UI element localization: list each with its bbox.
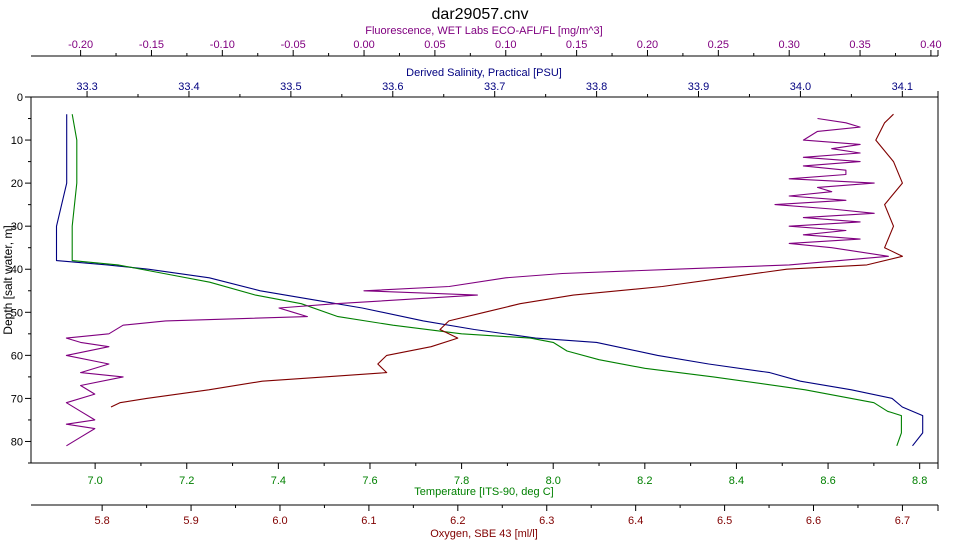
temperature-tick-label: 7.6 [362, 475, 377, 487]
depth-tick-label: 40 [11, 264, 23, 276]
depth-tick-label: 80 [11, 436, 23, 448]
depth-axis-label: Depth [salt water, m] [1, 225, 15, 334]
series-layer [55, 113, 924, 447]
depth-tick-label: 0 [17, 92, 23, 104]
oxygen-tick-label: 6.1 [361, 515, 376, 527]
salinity-tick-label: 33.4 [178, 81, 199, 93]
fluorescence-tick-label: 0.15 [566, 39, 587, 51]
fluorescence-axis-label: Fluorescence, WET Labs ECO-AFL/FL [mg/m^… [365, 25, 602, 37]
salinity-tick-label: 33.6 [382, 81, 403, 93]
temperature-profile-line [71, 114, 902, 446]
oxygen-tick-label: 6.5 [717, 515, 732, 527]
salinity-tick-label: 33.7 [484, 81, 505, 93]
temperature-tick-label: 7.0 [87, 475, 102, 487]
plot-frame [30, 96, 939, 464]
fluorescence-tick-label: -0.10 [210, 39, 235, 51]
temperature-tick-label: 7.4 [271, 475, 286, 487]
fluorescence-axis: -0.20 -0.15 -0.10 -0.05 0.00 0.05 0.10 0.15 0.20… [31, 39, 942, 57]
oxygen-tick-label: 6.4 [628, 515, 643, 527]
fluorescence-tick-label: 0.10 [495, 39, 516, 51]
fluorescence-tick-label: 0.30 [778, 39, 799, 51]
salinity-tick-label: 33.3 [76, 81, 97, 93]
temperature-tick-label: 8.0 [546, 475, 561, 487]
salinity-profile-line [55, 114, 924, 447]
salinity-axis-label: Derived Salinity, Practical [PSU] [406, 67, 562, 79]
fluorescence-tick-label: 0.35 [849, 39, 870, 51]
oxygen-axis: 5.8 5.9 6.0 6.1 6.2 6.3 6.4 6.5 6.6 6.7 [31, 504, 939, 527]
temperature-tick-label: 7.8 [454, 475, 469, 487]
depth-tick-label: 10 [11, 135, 23, 147]
temperature-tick-label: 8.2 [637, 475, 652, 487]
salinity-axis: 33.3 33.4 33.5 33.6 33.7 33.8 33.9 34.0 34.1 [76, 81, 939, 97]
fluorescence-tick-label: 0.00 [353, 39, 374, 51]
fluorescence-tick-label: 0.20 [637, 39, 658, 51]
temperature-tick-label: 8.4 [729, 475, 744, 487]
fluorescence-tick-label: 0.05 [424, 39, 445, 51]
temperature-tick-label: 8.6 [820, 475, 835, 487]
oxygen-tick-label: 6.0 [272, 515, 287, 527]
oxygen-profile-line [110, 113, 903, 408]
oxygen-tick-label: 6.2 [450, 515, 465, 527]
salinity-tick-label: 33.5 [280, 81, 301, 93]
temperature-tick-label: 8.8 [912, 475, 927, 487]
oxygen-axis-label: Oxygen, SBE 43 [ml/l] [430, 528, 538, 540]
depth-tick-label: 60 [11, 350, 23, 362]
oxygen-tick-label: 6.6 [806, 515, 821, 527]
temperature-tick-label: 7.2 [179, 475, 194, 487]
oxygen-tick-label: 5.8 [94, 515, 109, 527]
depth-tick-label: 30 [11, 221, 23, 233]
oxygen-tick-label: 6.7 [895, 515, 910, 527]
temperature-axis-label: Temperature [ITS-90, deg C] [414, 486, 553, 498]
fluorescence-tick-label: 0.40 [920, 39, 941, 51]
fluorescence-tick-label: -0.05 [281, 39, 306, 51]
depth-tick-label: 70 [11, 393, 23, 405]
oxygen-tick-label: 6.3 [539, 515, 554, 527]
depth-tick-label: 20 [11, 178, 23, 190]
fluorescence-profile-line [65, 117, 889, 447]
oxygen-tick-label: 5.9 [183, 515, 198, 527]
depth-tick-label: 50 [11, 307, 23, 319]
temperature-axis: 7.0 7.2 7.4 7.6 7.8 8.0 8.2 8.4 8.6 8.8 [87, 463, 939, 487]
salinity-tick-label: 34.0 [790, 81, 811, 93]
fluorescence-tick-label: -0.15 [139, 39, 164, 51]
fluorescence-tick-label: 0.25 [708, 39, 729, 51]
salinity-tick-label: 33.8 [586, 81, 607, 93]
chart-title: dar29057.cnv [432, 6, 529, 23]
salinity-tick-label: 33.9 [688, 81, 709, 93]
fluorescence-tick-label: -0.20 [68, 39, 93, 51]
salinity-tick-label: 34.1 [892, 81, 913, 93]
depth-axis: 0 10 20 30 40 50 60 70 80 [11, 92, 31, 464]
